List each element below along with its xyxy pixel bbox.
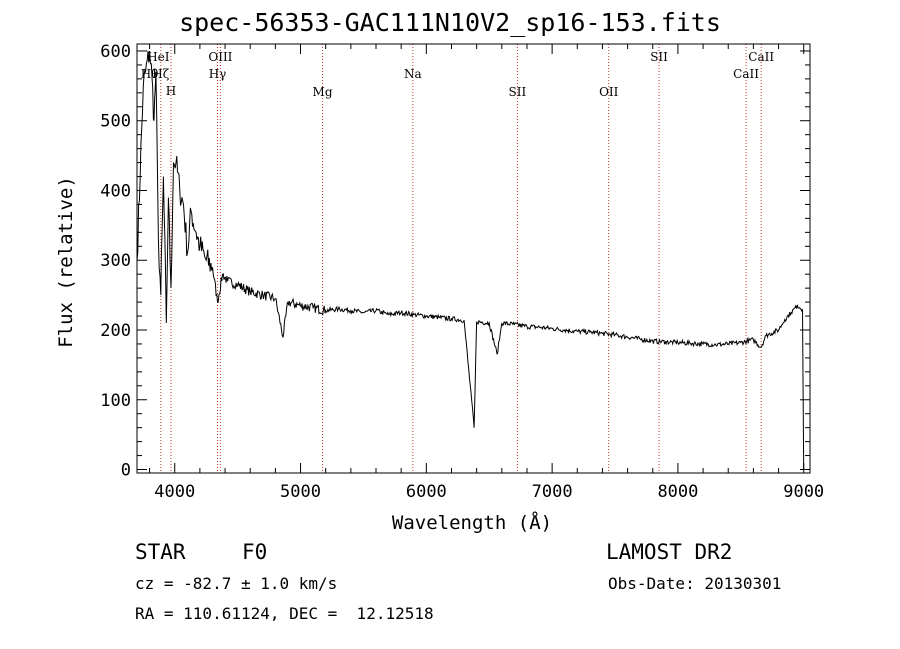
x-tick-label: 4000 [154,482,195,502]
y-tick-label: 500 [100,112,131,132]
y-axis-label: Flux (relative) [55,176,77,348]
x-tick-label: 6000 [406,482,447,502]
line-label: Hγ [209,67,227,81]
object-subclass: F0 [242,540,268,564]
survey-name: LAMOST DR2 [606,540,733,564]
object-class: STAR [135,540,186,564]
line-label: OIII [208,50,232,64]
obs-date: Obs-Date: 20130301 [608,574,782,593]
y-tick-label: 300 [100,251,131,271]
spectrum-line [136,50,805,470]
x-tick-label: 5000 [280,482,321,502]
plot-frame [136,43,811,474]
redshift-text: cz = -82.7 ± 1.0 km/s [135,574,338,593]
y-tick-label: 400 [100,181,131,201]
x-tick-label: 8000 [657,482,698,502]
x-axis-label: Wavelength (Å) [392,511,552,534]
line-label: OII [599,85,619,99]
line-label: SII [509,85,527,99]
axes: 4000 5000 6000 7000 8000 9000 0 100 200 300 400 500… [100,42,824,502]
line-label: Na [404,67,422,81]
line-label: CaII [748,50,774,64]
y-tick-label: 0 [121,461,131,481]
x-tick-label: 9000 [783,482,824,502]
x-tick-label: 7000 [532,482,573,502]
line-label: SII [650,50,668,64]
line-label: Hζ [152,67,169,81]
y-tick-label: 100 [100,391,131,411]
line-label: HeI [147,50,170,64]
line-label: CaII [733,67,759,81]
line-label: Mg [313,85,333,99]
spectrum-series [136,50,805,470]
y-tick-label: 200 [100,321,131,341]
line-label: H [166,84,176,98]
chart-title: spec-56353-GAC111N10V2_sp16-153.fits [179,8,721,37]
y-tick-label: 600 [100,42,131,62]
coordinates: RA = 110.61124, DEC = 12.12518 [135,604,434,623]
